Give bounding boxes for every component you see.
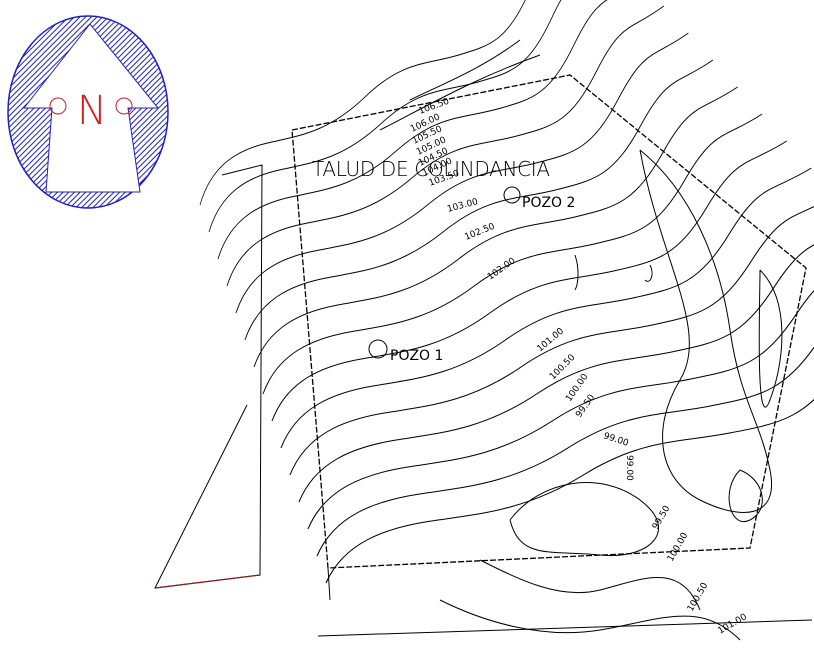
contour-line — [244, 59, 714, 341]
contour-line — [253, 86, 739, 368]
contour-line — [271, 140, 788, 422]
well-label: POZO 1 — [390, 348, 443, 364]
contour-label: 100.50 — [686, 581, 711, 614]
strip — [154, 164, 263, 589]
edge — [154, 574, 261, 589]
well-label: POZO 2 — [522, 195, 575, 211]
extra-contours — [379, 39, 783, 641]
contour-line — [316, 275, 814, 557]
contour-label: 101.00 — [536, 326, 567, 354]
north-label: N — [77, 88, 107, 134]
contour-label: 99.50 — [651, 504, 673, 532]
contour-label: 103.00 — [446, 197, 479, 215]
contour-label: 99.00 — [602, 431, 630, 449]
contour-label: 102.00 — [486, 256, 518, 282]
well-marker — [368, 339, 388, 359]
contour-label: 99.00 — [624, 455, 634, 481]
contour-label: 102.50 — [463, 222, 496, 243]
well-marker — [503, 186, 521, 204]
road-edge — [327, 567, 331, 601]
contour-line — [262, 113, 763, 395]
title: TALUD DE COLINDANCIA — [312, 157, 550, 181]
contour-line — [325, 302, 814, 584]
north-arrow: N — [7, 15, 169, 209]
contour-label: 100.00 — [666, 531, 691, 564]
boundary — [291, 74, 807, 569]
contour-label: 100.50 — [548, 353, 578, 383]
contour-line — [298, 221, 814, 503]
road — [317, 619, 813, 637]
